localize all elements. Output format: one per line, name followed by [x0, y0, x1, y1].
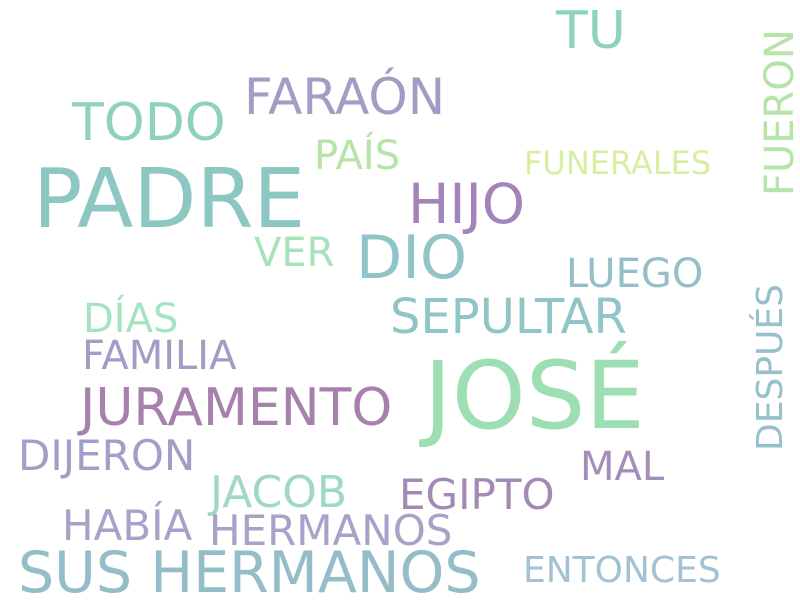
word-dijeron: DIJERON: [18, 431, 196, 480]
word-egipto: EGIPTO: [399, 470, 555, 519]
word-funerales: FUNERALES: [524, 144, 712, 182]
word-sepultar: SEPULTAR: [390, 289, 627, 345]
word-mal: MAL: [580, 444, 665, 490]
word-juramento: JURAMENTO: [80, 378, 393, 438]
word-luego: LUEGO: [566, 251, 704, 297]
word-hijo: HIJO: [408, 172, 526, 236]
word-hermanos: HERMANOS: [209, 506, 453, 555]
word-jacob: JACOB: [210, 467, 348, 518]
word-fueron: FUERON: [757, 29, 800, 196]
word-jose: JOSÉ: [424, 342, 645, 451]
word-sus-hermanos: SUS HERMANOS: [18, 540, 481, 606]
word-todo: TODO: [72, 93, 226, 153]
word-dio: DIO: [356, 223, 468, 293]
word-familia: FAMILIA: [82, 333, 237, 379]
word-entonces: ENTONCES: [523, 550, 721, 591]
word-habia: HABÍA: [62, 501, 193, 550]
word-faraon: FARAÓN: [244, 68, 446, 126]
word-padre: PADRE: [33, 152, 306, 247]
word-tu: TU: [556, 1, 626, 61]
word-despues: DESPUÉS: [750, 284, 791, 451]
word-pais: PAÍS: [314, 133, 401, 179]
word-ver: VER: [254, 230, 335, 276]
word-dias: DÍAS: [83, 296, 179, 342]
